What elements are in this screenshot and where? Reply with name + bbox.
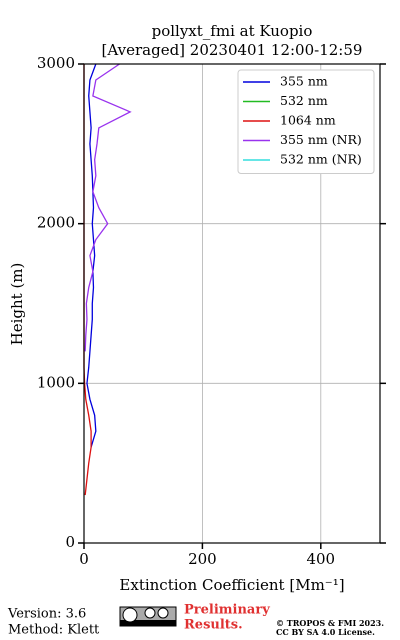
x-axis-label: Extinction Coefficient [Mm⁻¹] bbox=[119, 576, 344, 594]
legend-label: 1064 nm bbox=[280, 113, 336, 128]
legend-box bbox=[237, 69, 375, 174]
chart-subtitle: [Averaged] 20230401 12:00-12:59 bbox=[102, 41, 363, 59]
y-tick-label: 1000 bbox=[37, 373, 75, 391]
legend-label: 532 nm bbox=[280, 93, 328, 108]
license: CC BY SA 4.0 License. bbox=[276, 627, 375, 637]
copyright: © TROPOS & FMI 2023. bbox=[276, 618, 384, 628]
legend-label: 355 nm (NR) bbox=[280, 132, 362, 147]
version: Version: 3.6 bbox=[7, 607, 86, 622]
legend-label: 532 nm (NR) bbox=[280, 152, 362, 167]
profile-line bbox=[84, 63, 132, 352]
y-axis-label: Height (m) bbox=[8, 263, 26, 346]
preliminary: Preliminary bbox=[184, 603, 270, 618]
y-tick-label: 0 bbox=[65, 533, 75, 551]
x-tick-label: 200 bbox=[188, 550, 217, 568]
x-tick-label: 0 bbox=[79, 550, 89, 568]
x-tick-label: 400 bbox=[306, 550, 335, 568]
profile-line bbox=[83, 64, 92, 496]
y-tick-label: 2000 bbox=[37, 214, 75, 232]
chart-title: pollyxt_fmi at Kuopio bbox=[152, 22, 313, 40]
legend-label: 355 nm bbox=[280, 74, 328, 89]
method: Method: Klett bbox=[8, 623, 100, 638]
plot-frame bbox=[83, 63, 381, 544]
y-tick-label: 3000 bbox=[37, 54, 75, 72]
results: Results. bbox=[184, 618, 243, 633]
cc-logo bbox=[119, 606, 177, 627]
profile-line bbox=[86, 63, 97, 448]
